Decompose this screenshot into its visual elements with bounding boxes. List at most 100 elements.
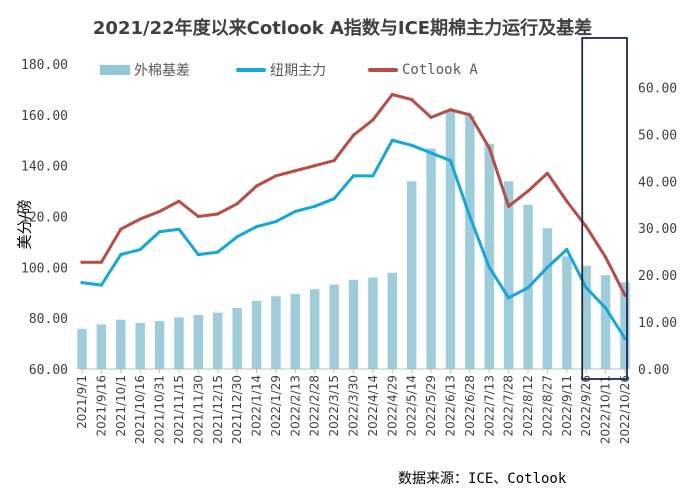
ice-futures-point [138, 247, 142, 252]
ice-futures-point [313, 204, 317, 208]
x-tick-label: 2022/10/11 [599, 375, 613, 444]
cotlook-a-point [526, 189, 530, 193]
cotlook-a-point [332, 158, 336, 163]
basis-bar [251, 300, 262, 369]
legend-ice: 纽期主力 [236, 59, 326, 81]
legend-cotlook-label: Cotlook A [402, 62, 478, 78]
ice-futures-point [623, 336, 627, 341]
ice-futures-point [235, 235, 239, 239]
basis-bar [465, 115, 475, 369]
basis-bar [406, 181, 417, 369]
x-tick-label: 2022/2/13 [288, 375, 302, 437]
ice-futures-point [332, 197, 336, 201]
basis-bar [290, 293, 301, 369]
right-tick-label: 50.00 [638, 128, 677, 143]
chart-title: 2021/22年度以来Cotlook A指数与ICE期棉主力运行及基差 [92, 18, 593, 39]
basis-bar [348, 279, 359, 369]
x-tick-label: 2021/10/16 [133, 375, 147, 444]
ice-futures-point [468, 214, 472, 219]
x-tick-label: 2021/10/1 [114, 375, 128, 437]
x-tick-label: 2022/1/14 [250, 375, 264, 437]
right-tick-label: 20.00 [638, 269, 677, 284]
x-tick-label: 2022/5/29 [424, 375, 438, 437]
cotlook-a-point [293, 169, 297, 173]
legend-basis-label: 外棉基差 [134, 63, 190, 79]
x-tick-label: 2022/3/15 [327, 375, 341, 437]
left-tick-label: 120.00 [21, 211, 68, 226]
right-tick-label: 40.00 [638, 175, 677, 190]
basis-bar [271, 296, 281, 369]
cotlook-a-point [177, 199, 181, 203]
basis-bar [116, 319, 126, 369]
right-tick-label: 60.00 [638, 81, 677, 96]
ice-futures-point [177, 227, 181, 231]
x-tick-label: 2021/12/15 [211, 375, 225, 444]
cotlook-a-point [565, 199, 569, 203]
x-tick-label: 2022/6/13 [443, 375, 457, 437]
basis-bar [96, 324, 107, 369]
cotlook-a-point [584, 225, 588, 229]
legend-basis: 外棉基差 [100, 59, 190, 81]
cotlook-a-point [274, 174, 278, 178]
x-tick-label: 2022/2/28 [308, 375, 322, 437]
cotlook-a-point [545, 171, 550, 175]
basis-bar [484, 143, 494, 369]
legend-ice-swatch [236, 68, 266, 72]
cotlook-a-point [448, 108, 453, 112]
ice-futures-point [196, 253, 200, 257]
cotlook-a-point [410, 97, 414, 102]
ice-futures-point [371, 174, 375, 178]
right-tick-label: 0.00 [638, 363, 669, 378]
ice-futures-point [80, 280, 84, 285]
basis-bar [387, 272, 398, 369]
basis-bar [445, 110, 456, 369]
x-tick-label: 2022/8/27 [540, 375, 554, 437]
ice-futures-point [507, 296, 511, 300]
basis-bar [232, 308, 242, 369]
basis-bar [174, 317, 184, 369]
basis-bar [368, 277, 378, 369]
basis-bar [562, 256, 572, 369]
legend-cotlook: Cotlook A [368, 59, 478, 81]
cotlook-a-point [99, 260, 103, 264]
x-tick-label: 2021/9/16 [94, 375, 108, 437]
cotlook-a-point [351, 133, 356, 137]
x-tick-label: 2021/11/30 [191, 375, 205, 444]
x-tick-label: 2021/10/31 [153, 375, 167, 444]
ice-futures-point [99, 283, 103, 287]
basis-bar [620, 282, 630, 369]
cotlook-a-point [507, 204, 511, 208]
cotlook-a-point [119, 227, 123, 231]
cotlook-a-point [468, 113, 472, 117]
cotlook-a-point [216, 212, 220, 216]
ice-futures-point [565, 247, 569, 252]
basis-bar [154, 321, 165, 369]
ice-futures-point [351, 174, 356, 178]
x-tick-label: 2021/12/30 [230, 375, 244, 444]
cotlook-a-point [604, 255, 608, 259]
left-tick-label: 180.00 [21, 58, 68, 73]
basis-bar [426, 148, 436, 369]
ice-futures-point [293, 209, 297, 214]
x-tick-label: 2022/9/26 [579, 375, 593, 437]
ice-futures-point [584, 286, 588, 290]
ice-futures-point [429, 151, 433, 155]
ice-futures-point [390, 138, 394, 142]
basis-bar [542, 228, 553, 369]
right-tick-label: 10.00 [638, 316, 677, 331]
cotlook-a-point [313, 164, 317, 168]
ice-futures-point [545, 265, 550, 269]
x-tick-label: 2022/9/11 [560, 375, 574, 437]
cotlook-a-point [196, 214, 200, 219]
cotlook-a-point [138, 217, 142, 221]
ice-futures-point [254, 225, 259, 229]
basis-bar [329, 284, 339, 369]
left-tick-label: 160.00 [21, 109, 68, 124]
x-tick-label: 2022/4/14 [366, 375, 380, 437]
data-source: 数据来源：ICE、Cotlook [398, 471, 567, 487]
ice-futures-point [274, 219, 278, 224]
ice-futures-point [604, 306, 608, 310]
x-tick-label: 2022/3/30 [347, 375, 361, 437]
cotlook-a-point [80, 260, 84, 264]
